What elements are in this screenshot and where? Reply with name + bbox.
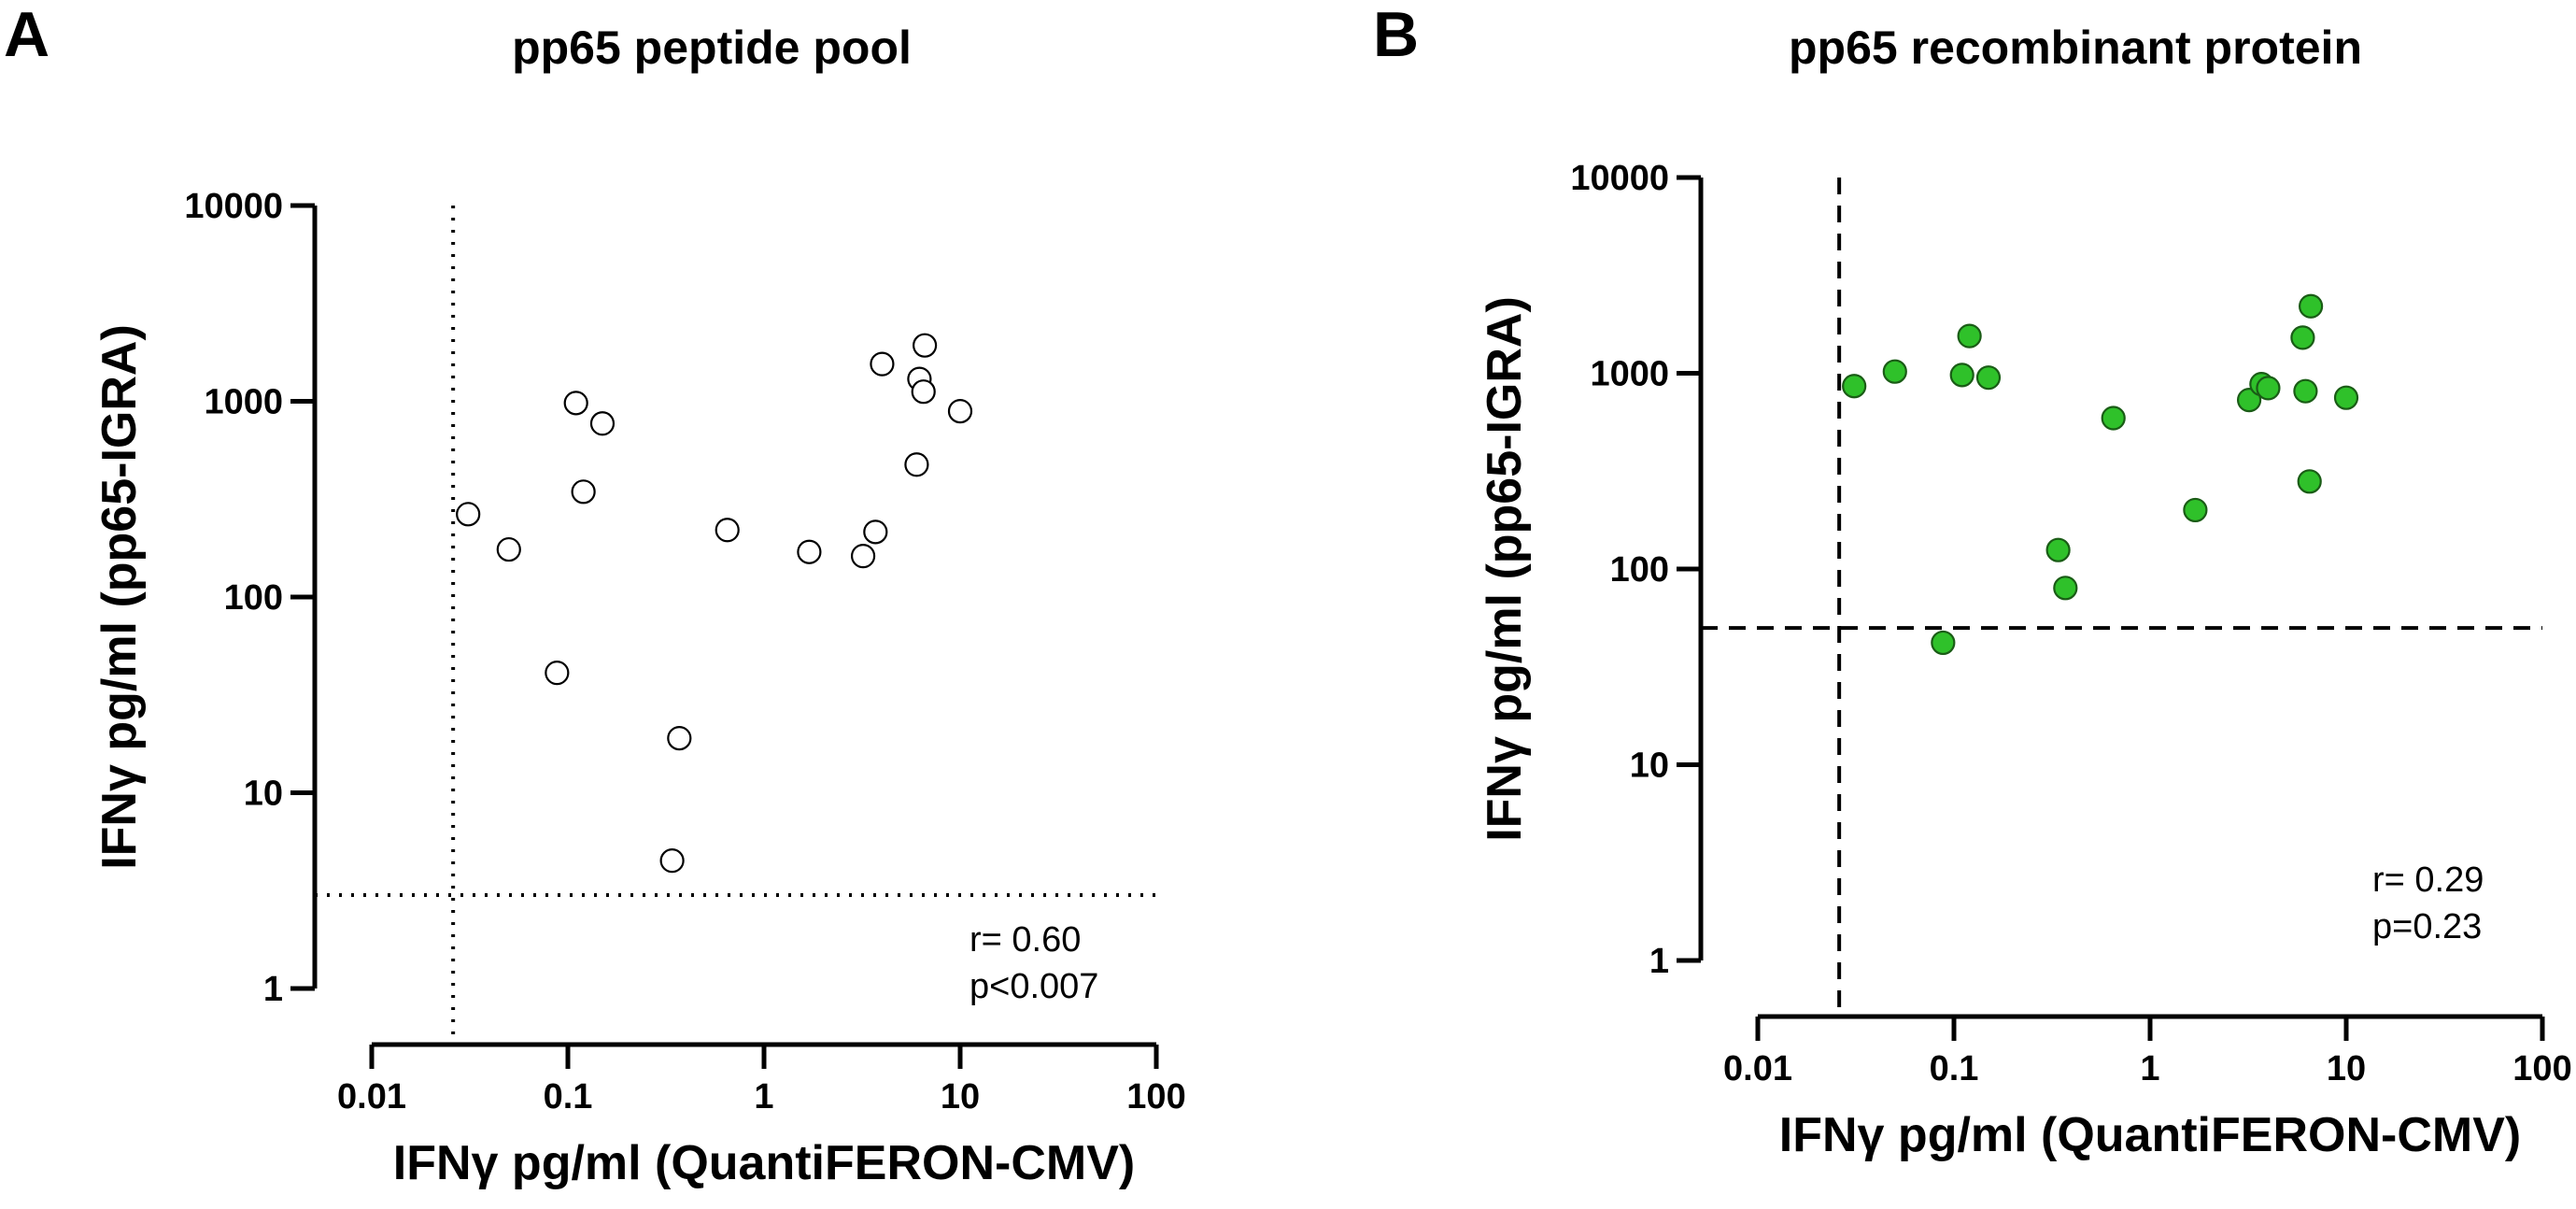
- data-point: [496, 536, 521, 562]
- data-point: [870, 351, 895, 377]
- correlation-p: p<0.007: [970, 967, 1098, 1006]
- data-point: [2333, 385, 2359, 410]
- data-point: [715, 518, 740, 543]
- data-point: [1931, 630, 1956, 656]
- y-tick-label: 1: [1649, 942, 1669, 981]
- x-tick-label: 1: [2140, 1049, 2159, 1088]
- data-point: [2053, 576, 2078, 601]
- data-point: [911, 379, 936, 405]
- data-point: [1957, 323, 1982, 348]
- data-point: [563, 391, 588, 416]
- y-tick-label: 1: [263, 970, 283, 1009]
- x-tick-label: 100: [2512, 1049, 2571, 1088]
- data-point: [797, 539, 822, 564]
- data-point: [947, 399, 973, 424]
- data-point: [904, 452, 929, 477]
- correlation-r: r= 0.60: [970, 920, 1081, 960]
- data-point: [2236, 388, 2262, 413]
- data-point: [2297, 469, 2322, 494]
- y-tick-label: 10000: [184, 187, 283, 226]
- data-point: [2256, 376, 2281, 401]
- data-point: [571, 479, 596, 505]
- y-tick-label: 1000: [1590, 355, 1669, 394]
- data-point: [850, 544, 876, 569]
- data-point: [659, 848, 685, 874]
- data-point: [1949, 363, 1974, 388]
- y-tick-label: 100: [224, 578, 283, 618]
- x-tick-label: 100: [1126, 1077, 1185, 1117]
- chart-title: pp65 peptide pool: [512, 21, 912, 74]
- data-point: [2299, 293, 2324, 319]
- data-point: [1882, 359, 1907, 384]
- y-axis-label: IFNγ pg/ml (pp65-IGRA): [1478, 296, 1532, 842]
- data-point: [589, 411, 616, 436]
- y-tick-label: 10: [1630, 747, 1669, 786]
- data-point: [2045, 537, 2071, 562]
- y-tick-label: 1000: [204, 383, 283, 422]
- x-axis-label: IFNγ pg/ml (QuantiFERON-CMV): [393, 1136, 1135, 1190]
- data-point: [2101, 405, 2126, 431]
- correlation-p: p=0.23: [2372, 907, 2482, 946]
- y-axis-label: IFNγ pg/ml (pp65-IGRA): [92, 324, 147, 870]
- y-tick-label: 10: [244, 775, 283, 814]
- data-point: [2293, 378, 2318, 404]
- data-point: [1842, 374, 1867, 399]
- x-tick-label: 0.1: [1930, 1049, 1979, 1088]
- x-tick-label: 1: [754, 1077, 773, 1117]
- chart-title: pp65 recombinant protein: [1789, 21, 2362, 74]
- data-point: [456, 502, 481, 527]
- x-tick-label: 0.01: [337, 1077, 406, 1117]
- data-point: [2290, 325, 2315, 350]
- data-point: [667, 726, 692, 751]
- x-axis-label: IFNγ pg/ml (QuantiFERON-CMV): [1779, 1108, 2521, 1162]
- x-tick-label: 10: [2327, 1049, 2366, 1088]
- data-point: [913, 333, 938, 358]
- x-tick-label: 10: [941, 1077, 980, 1117]
- correlation-r: r= 0.29: [2372, 861, 2484, 900]
- y-tick-label: 100: [1610, 550, 1669, 590]
- data-point: [1975, 365, 2002, 391]
- y-tick-label: 10000: [1570, 159, 1669, 198]
- panel-letter: A: [4, 0, 50, 70]
- data-point: [2183, 497, 2208, 523]
- x-tick-label: 0.1: [544, 1077, 593, 1117]
- x-tick-label: 0.01: [1723, 1049, 1792, 1088]
- data-point: [863, 519, 888, 545]
- data-point: [545, 661, 570, 686]
- panel-letter: B: [1373, 0, 1419, 70]
